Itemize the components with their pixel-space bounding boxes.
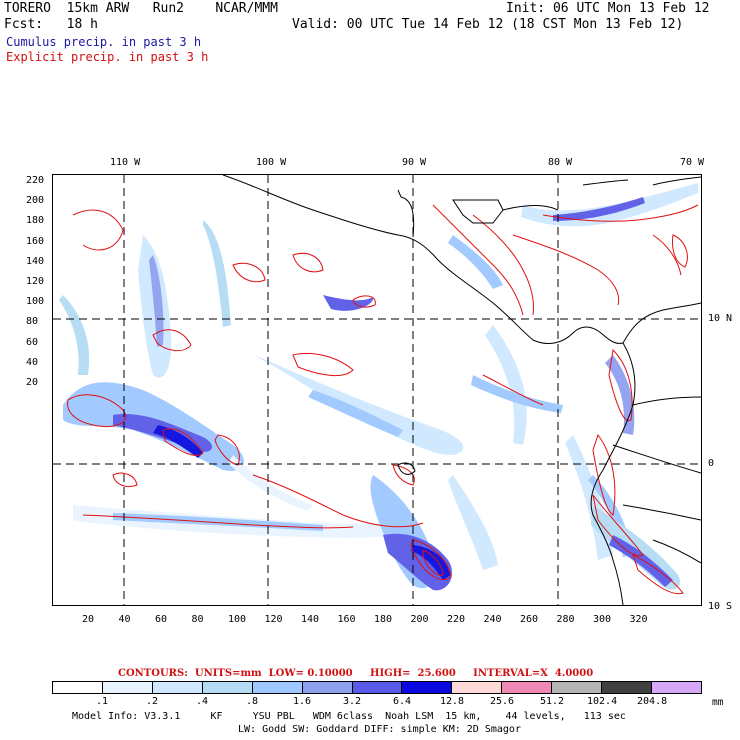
contours-info: CONTOURS: UNITS=mm LOW= 0.10000 HIGH= 25…	[118, 668, 594, 679]
y-tick-label: 120	[26, 276, 45, 287]
colorbar-swatch	[53, 682, 103, 693]
y-tick-label: 80	[26, 316, 39, 328]
colorbar-swatch	[602, 682, 653, 693]
x-tick-label: 60	[155, 614, 168, 625]
model-physics: LW: Godd SW: Goddard DIFF: simple KM: 2D…	[238, 724, 521, 735]
lon-label: 110 W	[110, 157, 141, 168]
colorbar-label: 102.4	[587, 696, 618, 707]
x-tick-label: 200	[410, 614, 429, 625]
lat-label: 10 S	[708, 601, 733, 612]
x-tick-label: 280	[556, 614, 575, 625]
colorbar-swatch	[652, 682, 701, 693]
x-tick-label: 300	[593, 614, 612, 625]
x-tick-label: 20	[82, 614, 95, 625]
colorbar-label: 3.2	[343, 696, 362, 707]
header-fcst: Fcst: 18 h	[4, 17, 98, 32]
x-tick-label: 160	[337, 614, 356, 625]
colorbar-swatch	[452, 682, 503, 693]
colorbar-label: .8	[246, 696, 259, 707]
precip-map	[52, 174, 702, 606]
colorbar-swatch	[252, 682, 303, 693]
colorbar-swatch	[402, 682, 453, 693]
header-title: TORERO 15km ARW Run2 NCAR/MMM	[4, 1, 278, 16]
lon-label: 100 W	[256, 157, 287, 168]
cumulus-precip-shading	[59, 183, 698, 591]
header-valid: Valid: 00 UTC Tue 14 Feb 12 (18 CST Mon …	[292, 17, 684, 32]
y-tick-label: 20	[26, 377, 39, 388]
field-explicit-label: Explicit precip. in past 3 h	[6, 50, 209, 64]
colorbar-label: 12.8	[440, 696, 465, 707]
colorbar-label: 51.2	[540, 696, 565, 707]
lon-label: 90 W	[402, 157, 427, 168]
field-cumulus-label: Cumulus precip. in past 3 h	[6, 35, 202, 49]
lon-label: 70 W	[680, 157, 705, 168]
x-tick-label: 240	[483, 614, 502, 625]
colorbar	[52, 681, 702, 694]
x-tick-label: 220	[447, 614, 466, 625]
colorbar-units: mm	[712, 697, 724, 708]
y-tick-label: 220	[26, 175, 45, 186]
colorbar-swatch	[302, 682, 353, 693]
colorbar-label: 6.4	[393, 696, 412, 707]
colorbar-swatch	[152, 682, 203, 693]
lat-label: 10 N	[708, 313, 733, 324]
lon-label: 80 W	[548, 157, 573, 168]
colorbar-swatch	[502, 682, 553, 693]
colorbar-label: 1.6	[293, 696, 312, 707]
model-info: Model Info: V3.3.1 KF YSU PBL WDM 6class…	[72, 711, 626, 722]
x-tick-label: 120	[264, 614, 283, 625]
colorbar-label: .1	[96, 696, 109, 707]
y-tick-label: 160	[26, 235, 45, 247]
x-tick-label: 260	[520, 614, 539, 625]
y-tick-label: 100	[26, 296, 45, 308]
lat-label: 0	[708, 458, 715, 469]
x-tick-label: 80	[191, 614, 204, 625]
y-tick-label: 140	[26, 255, 45, 267]
x-tick-label: 100	[228, 614, 247, 625]
y-tick-label: 40	[26, 356, 39, 368]
colorbar-swatch	[102, 682, 153, 693]
y-tick-label: 180	[26, 215, 45, 227]
colorbar-label: 25.6	[490, 696, 515, 707]
explicit-precip-contours	[67, 204, 699, 595]
colorbar-swatch	[552, 682, 603, 693]
x-tick-label: 180	[374, 614, 393, 625]
x-tick-label: 140	[301, 614, 320, 625]
colorbar-swatch	[202, 682, 253, 693]
colorbar-label: .2	[146, 696, 159, 707]
y-tick-label: 60	[26, 336, 39, 348]
x-tick-label: 40	[118, 614, 131, 625]
lat-lon-grid	[53, 175, 701, 605]
colorbar-label: .4	[196, 696, 209, 707]
map-svg	[53, 175, 701, 605]
y-tick-label: 200	[26, 195, 45, 207]
header-init: Init: 06 UTC Mon 13 Feb 12	[506, 1, 710, 16]
x-tick-label: 320	[629, 614, 648, 625]
colorbar-swatch	[352, 682, 403, 693]
colorbar-label: 204.8	[637, 696, 668, 707]
